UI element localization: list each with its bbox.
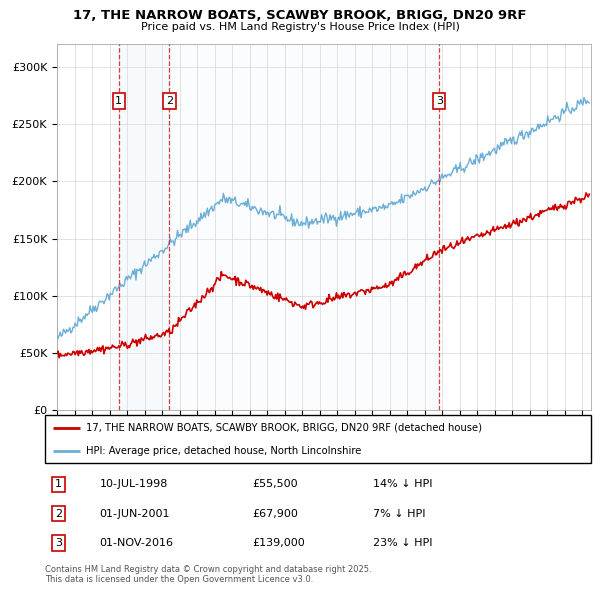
Text: 10-JUL-1998: 10-JUL-1998 (100, 479, 168, 489)
Text: Price paid vs. HM Land Registry's House Price Index (HPI): Price paid vs. HM Land Registry's House … (140, 22, 460, 32)
Text: 01-NOV-2016: 01-NOV-2016 (100, 538, 173, 548)
Text: £139,000: £139,000 (253, 538, 305, 548)
Text: 3: 3 (55, 538, 62, 548)
Text: 1: 1 (55, 479, 62, 489)
Text: £67,900: £67,900 (253, 509, 298, 519)
Text: 2: 2 (55, 509, 62, 519)
Bar (169, 44, 439, 410)
Text: 1: 1 (115, 96, 122, 106)
Text: 17, THE NARROW BOATS, SCAWBY BROOK, BRIGG, DN20 9RF (detached house): 17, THE NARROW BOATS, SCAWBY BROOK, BRIG… (86, 423, 482, 433)
FancyBboxPatch shape (45, 415, 591, 463)
Text: 23% ↓ HPI: 23% ↓ HPI (373, 538, 432, 548)
Text: Contains HM Land Registry data © Crown copyright and database right 2025.: Contains HM Land Registry data © Crown c… (45, 565, 371, 574)
Text: 7% ↓ HPI: 7% ↓ HPI (373, 509, 425, 519)
Text: 14% ↓ HPI: 14% ↓ HPI (373, 479, 432, 489)
Text: £55,500: £55,500 (253, 479, 298, 489)
Text: This data is licensed under the Open Government Licence v3.0.: This data is licensed under the Open Gov… (45, 575, 313, 584)
Text: 01-JUN-2001: 01-JUN-2001 (100, 509, 170, 519)
Bar (119, 44, 169, 410)
Text: 3: 3 (436, 96, 443, 106)
Text: 2: 2 (166, 96, 173, 106)
Text: HPI: Average price, detached house, North Lincolnshire: HPI: Average price, detached house, Nort… (86, 446, 361, 456)
Text: 17, THE NARROW BOATS, SCAWBY BROOK, BRIGG, DN20 9RF: 17, THE NARROW BOATS, SCAWBY BROOK, BRIG… (73, 9, 527, 22)
